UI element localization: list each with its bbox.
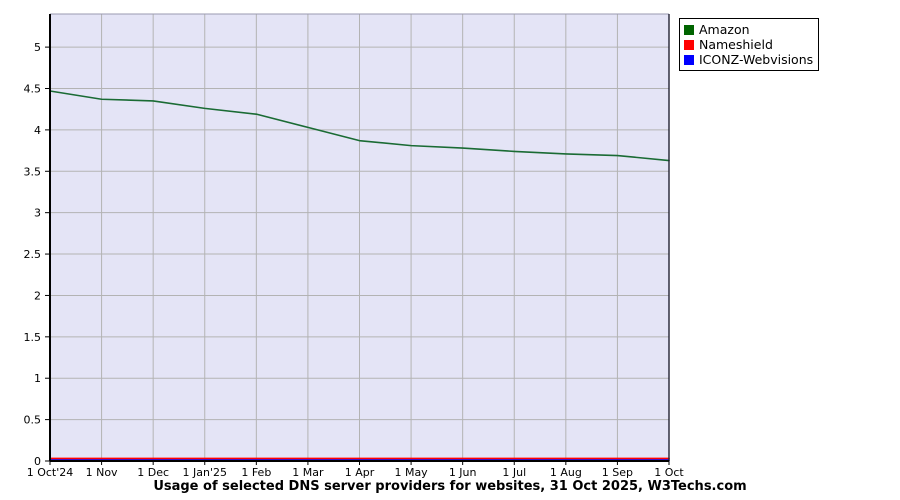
legend-swatch-nameshield <box>684 39 694 50</box>
svg-text:1 Mar: 1 Mar <box>292 466 324 479</box>
svg-text:1 Feb: 1 Feb <box>241 466 271 479</box>
svg-text:3.5: 3.5 <box>24 165 42 178</box>
svg-text:1: 1 <box>34 372 41 385</box>
svg-text:5: 5 <box>34 41 41 54</box>
svg-text:2: 2 <box>34 289 41 302</box>
svg-text:1 Jul: 1 Jul <box>502 466 526 479</box>
svg-text:1 Aug: 1 Aug <box>550 466 582 479</box>
svg-text:1 Oct'24: 1 Oct'24 <box>27 466 74 479</box>
legend-item-nameshield[interactable]: Nameshield <box>684 37 813 52</box>
svg-text:1 Jun: 1 Jun <box>449 466 477 479</box>
svg-text:0.5: 0.5 <box>24 414 42 427</box>
svg-text:1 May: 1 May <box>394 466 428 479</box>
legend-item-amazon[interactable]: Amazon <box>684 22 813 37</box>
legend-swatch-amazon <box>684 24 694 35</box>
chart-legend: Amazon Nameshield ICONZ-Webvisions <box>679 18 820 71</box>
svg-text:4.5: 4.5 <box>24 83 42 96</box>
svg-text:0: 0 <box>34 455 41 468</box>
svg-text:1.5: 1.5 <box>24 331 42 344</box>
legend-label-nameshield: Nameshield <box>699 37 773 52</box>
chart-title: Usage of selected DNS server providers f… <box>153 479 747 494</box>
legend-label-amazon: Amazon <box>699 22 750 37</box>
svg-text:1 Dec: 1 Dec <box>137 466 169 479</box>
svg-text:3: 3 <box>34 207 41 220</box>
legend-swatch-iconz-webvisions <box>684 54 694 65</box>
svg-text:4: 4 <box>34 124 41 137</box>
svg-text:1 Nov: 1 Nov <box>86 466 118 479</box>
svg-text:1 Oct: 1 Oct <box>654 466 684 479</box>
svg-text:1 Jan'25: 1 Jan'25 <box>183 466 227 479</box>
svg-text:2.5: 2.5 <box>24 248 42 261</box>
svg-text:1 Apr: 1 Apr <box>345 466 375 479</box>
legend-item-iconz-webvisions[interactable]: ICONZ-Webvisions <box>684 52 813 67</box>
svg-text:1 Sep: 1 Sep <box>602 466 633 479</box>
legend-label-iconz-webvisions: ICONZ-Webvisions <box>699 52 814 67</box>
